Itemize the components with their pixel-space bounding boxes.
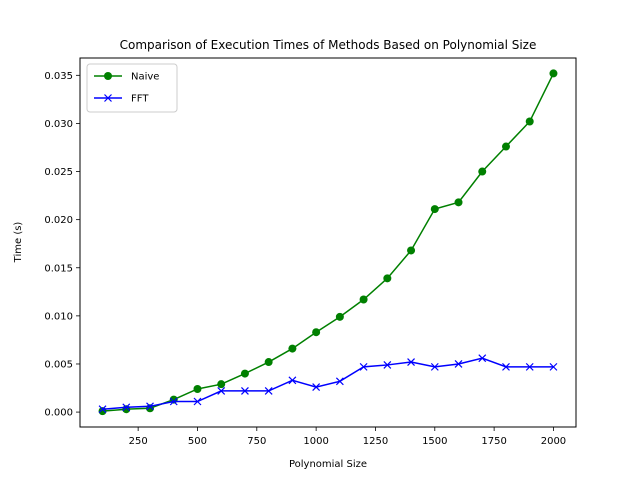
data-point-fft	[193, 397, 202, 406]
data-point-naive	[525, 117, 534, 126]
legend-marker-fft	[104, 94, 112, 102]
x-axis: 250 500 750 1000 1250 1500 1750 2000	[129, 427, 566, 447]
data-point-fft	[454, 360, 463, 368]
data-point-naive	[454, 198, 463, 207]
data-point-naive	[501, 142, 510, 151]
x-tick-label: 1500	[422, 436, 447, 447]
data-point-naive	[359, 295, 368, 304]
data-point-naive	[193, 384, 202, 393]
data-point-fft	[430, 362, 439, 371]
y-tick-label: 0.005	[44, 359, 73, 370]
plot-area	[80, 58, 576, 427]
data-point-fft	[549, 362, 558, 371]
data-point-fft	[288, 376, 297, 385]
data-point-fft	[312, 383, 321, 391]
data-point-fft	[146, 402, 154, 411]
legend-marker-naive	[104, 72, 112, 80]
legend-item-fft: FFT	[94, 94, 149, 105]
series-layer	[98, 69, 558, 416]
chart-title: Comparison of Execution Times of Methods…	[120, 38, 537, 52]
data-point-naive	[312, 328, 321, 337]
x-axis-label: Polynomial Size	[289, 459, 367, 470]
data-point-fft	[169, 397, 178, 406]
y-tick-label: 0.010	[44, 311, 73, 322]
data-point-fft	[407, 358, 415, 366]
data-point-fft	[217, 386, 226, 395]
y-tick-label: 0.020	[44, 215, 73, 226]
y-tick-label: 0.000	[44, 408, 73, 419]
data-point-naive	[217, 380, 226, 389]
data-point-fft	[478, 354, 487, 363]
legend-label-naive: Naive	[131, 72, 159, 83]
data-point-fft	[264, 386, 273, 395]
y-tick-label: 0.015	[44, 263, 73, 274]
series-line-fft	[102, 357, 554, 410]
data-point-naive	[288, 344, 297, 353]
plot-frame	[79, 57, 577, 428]
data-point-fft	[241, 386, 249, 395]
data-point-naive	[122, 405, 131, 414]
data-point-naive	[407, 246, 416, 255]
legend-label-fft: FFT	[131, 94, 149, 105]
x-tick-label: 750	[247, 436, 266, 447]
data-point-fft	[359, 362, 368, 371]
y-tick-label: 0.025	[44, 167, 73, 178]
data-point-fft	[122, 403, 131, 412]
data-point-fft	[335, 377, 344, 386]
data-point-naive	[430, 205, 439, 214]
data-point-fft	[525, 362, 534, 371]
y-tick-label: 0.035	[44, 71, 73, 82]
data-point-naive	[335, 312, 344, 321]
series-line-naive	[102, 73, 555, 412]
data-point-naive	[264, 358, 273, 367]
data-point-naive	[240, 369, 249, 378]
data-point-naive	[478, 167, 487, 176]
x-tick-label: 1250	[363, 436, 388, 447]
y-axis: 0.000 0.005 0.010 0.015 0.020 0.025 0.030 0.035	[44, 71, 80, 419]
data-point-fft	[383, 361, 392, 369]
y-tick-label: 0.030	[44, 119, 73, 130]
x-tick-label: 500	[188, 436, 207, 447]
x-tick-label: 1000	[303, 436, 328, 447]
y-axis-label: Time (s)	[13, 222, 24, 264]
data-point-naive	[549, 69, 558, 78]
legend-item-naive: Naive	[94, 72, 159, 83]
x-tick-label: 2000	[541, 436, 566, 447]
data-point-fft	[98, 405, 107, 414]
x-tick-label: 1750	[481, 436, 506, 447]
data-point-naive	[383, 274, 392, 283]
x-tick-label: 250	[129, 436, 148, 447]
legend: Naive FFT	[86, 63, 178, 113]
data-point-fft	[502, 362, 510, 371]
